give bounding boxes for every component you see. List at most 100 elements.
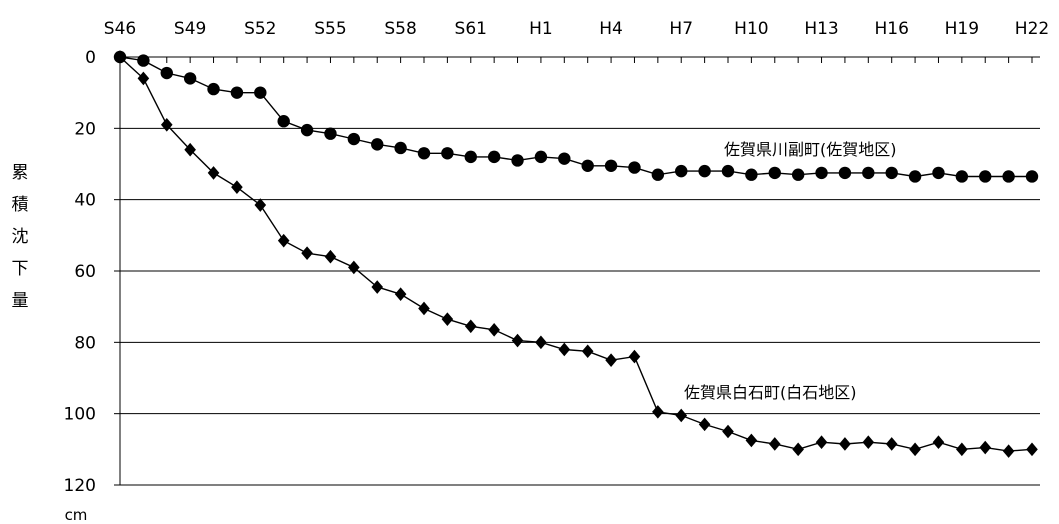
x-tick-label: H7 (669, 19, 693, 39)
y-tick-label: 80 (74, 333, 96, 353)
data-point (698, 417, 711, 432)
data-point (908, 170, 922, 183)
y-tick-label: 40 (74, 191, 96, 211)
data-point (862, 166, 875, 180)
y-tick-labels: 0 20 40 60 80 100 120 (64, 48, 96, 496)
x-tick-label: H1 (529, 19, 553, 39)
y-axis-label-char: 累 (12, 163, 29, 183)
data-point (605, 353, 617, 367)
data-point (932, 166, 945, 180)
series-line-0 (119, 56, 1032, 178)
data-point (838, 166, 852, 180)
data-point (604, 159, 618, 172)
data-point (628, 349, 641, 364)
x-tick-label: H10 (734, 19, 768, 39)
data-point (721, 164, 735, 178)
data-point (347, 132, 361, 146)
series-lines (119, 56, 1033, 452)
data-point (1026, 442, 1038, 457)
data-point (885, 166, 898, 180)
data-point (792, 442, 804, 457)
data-point (184, 142, 196, 157)
series-annotations: 佐賀県川副町(佐賀地区) 佐賀県白石町(白石地区) (684, 140, 897, 402)
data-point (511, 154, 524, 167)
data-point (932, 435, 945, 449)
x-tick-label: S61 (455, 19, 487, 39)
data-point (675, 408, 688, 423)
data-point (441, 147, 454, 160)
series-annotation: 佐賀県川副町(佐賀地区) (724, 140, 897, 159)
data-point (207, 166, 220, 180)
data-point (487, 150, 501, 164)
x-tick-labels: S46 S49 S52 S55 S58 S61 H1 H4 H7 H10 H13 H16 H19 H22 (104, 19, 1049, 39)
x-tick-label: S49 (174, 19, 206, 39)
x-tick-label: H22 (1015, 19, 1049, 39)
data-point (277, 115, 290, 128)
data-point (324, 249, 337, 264)
series-markers (113, 50, 1039, 458)
data-point (488, 323, 500, 337)
data-point (417, 147, 431, 160)
data-point (301, 246, 313, 260)
series-annotation: 佐賀県白石町(白石地区) (684, 383, 857, 402)
data-point (160, 117, 173, 132)
data-point (581, 344, 594, 359)
data-point (979, 170, 992, 183)
x-tick-label: H16 (874, 19, 908, 39)
data-point (862, 435, 875, 449)
x-tick-label: H19 (945, 19, 979, 39)
data-point (371, 138, 384, 151)
data-point (745, 433, 758, 448)
data-point (558, 342, 571, 357)
data-point (955, 170, 969, 183)
data-point (535, 335, 547, 350)
data-point (137, 54, 150, 67)
data-point (464, 319, 477, 334)
data-point (300, 123, 314, 137)
x-tick-label: S55 (314, 19, 346, 39)
y-axis-label-char: 下 (12, 259, 29, 279)
y-axis-label-char: 沈 (12, 227, 29, 247)
data-point (885, 437, 898, 451)
data-point (464, 150, 477, 164)
data-point (815, 435, 828, 449)
data-point (768, 437, 781, 451)
data-point (722, 424, 734, 439)
data-point (394, 141, 407, 155)
grid-lines (114, 56, 1040, 486)
x-tick-label: S46 (104, 19, 136, 39)
y-tick-label: 0 (85, 48, 96, 68)
data-point (909, 442, 921, 457)
data-point (534, 150, 548, 164)
x-tick-label: H13 (804, 19, 838, 39)
y-tick-label: 60 (74, 262, 96, 282)
data-point (956, 442, 968, 457)
data-point (371, 280, 384, 294)
data-point (114, 50, 126, 64)
data-point (277, 233, 290, 248)
data-point (441, 312, 454, 326)
data-point (324, 127, 337, 140)
data-point (839, 437, 851, 451)
data-point (137, 71, 150, 86)
series-line-1 (119, 56, 1033, 452)
data-point (254, 198, 267, 212)
data-point (979, 440, 992, 455)
data-point (628, 161, 641, 174)
data-point (183, 72, 197, 85)
data-point (418, 301, 430, 316)
data-point (394, 287, 407, 301)
y-tick-label: 120 (64, 476, 96, 496)
data-point (348, 260, 360, 275)
data-point (745, 168, 758, 181)
data-point (675, 164, 688, 178)
y-axis-label-char: 量 (12, 291, 29, 311)
y-tick-label: 100 (64, 405, 96, 425)
data-point (230, 86, 244, 99)
x-tick-label: S58 (384, 19, 416, 39)
data-point (1025, 170, 1039, 183)
data-point (231, 180, 243, 194)
y-axis-label-char: 積 (12, 195, 29, 215)
x-tick-label: H4 (599, 19, 623, 39)
data-point (768, 166, 781, 180)
